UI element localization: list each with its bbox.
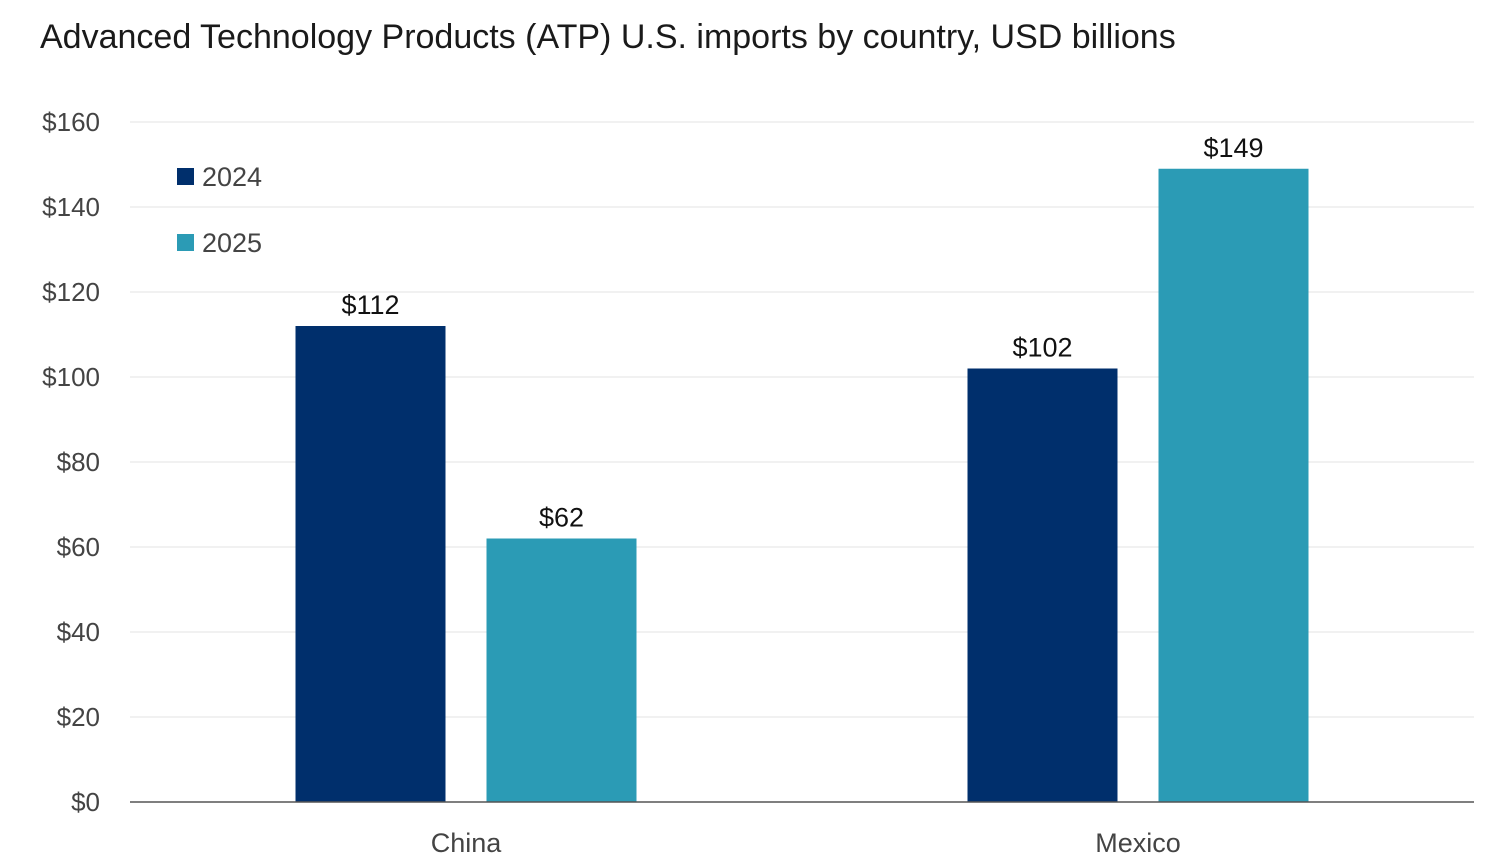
x-category-label: Mexico [1095, 828, 1181, 858]
y-tick-label: $40 [57, 617, 100, 647]
data-label: $102 [1012, 333, 1072, 363]
y-tick-label: $160 [42, 107, 100, 137]
data-label: $112 [341, 290, 399, 320]
legend-label: 2025 [202, 228, 262, 258]
legend-swatch [177, 234, 194, 251]
y-tick-label: $0 [71, 787, 100, 817]
bar-2024-mexico [967, 368, 1118, 802]
legend-swatch [177, 168, 194, 185]
y-tick-label: $80 [57, 447, 100, 477]
y-tick-label: $120 [42, 277, 100, 307]
y-tick-label: $140 [42, 192, 100, 222]
x-axis: China Mexico [130, 801, 1474, 858]
y-axis: $0 $20 $40 $60 $80 $100 $120 $140 $160 [42, 107, 100, 817]
data-label: $62 [539, 503, 584, 533]
bars: $112 $62 $102 $149 [295, 133, 1309, 802]
bar-2025-mexico [1158, 168, 1309, 802]
chart-title: Advanced Technology Products (ATP) U.S. … [40, 18, 1176, 56]
legend: 2024 2025 [177, 162, 262, 258]
data-label: $149 [1203, 133, 1263, 163]
y-tick-label: $100 [42, 362, 100, 392]
y-tick-label: $60 [57, 532, 100, 562]
legend-label: 2024 [202, 162, 262, 192]
bar-2024-china [295, 326, 446, 802]
x-category-label: China [431, 828, 503, 858]
bar-2025-china [486, 538, 637, 802]
y-tick-label: $20 [57, 702, 100, 732]
